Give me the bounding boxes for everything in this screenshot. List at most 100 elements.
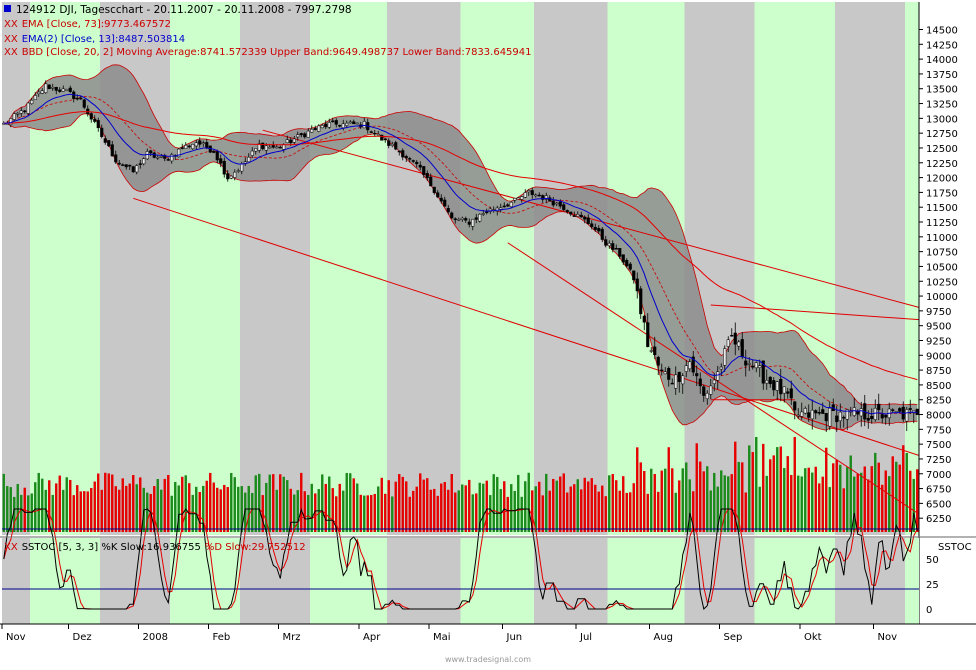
candle-body [569, 211, 573, 215]
candle-body [691, 356, 695, 373]
volume-bar [51, 494, 54, 532]
candle-body [362, 121, 366, 129]
candle-body [821, 409, 825, 414]
volume-bar [842, 488, 845, 532]
volume-bar [478, 482, 481, 532]
candle-body [656, 356, 660, 366]
volume-bar [751, 452, 754, 532]
candle-body [807, 412, 811, 418]
volume-bar [342, 490, 345, 532]
volume-bar [699, 461, 702, 532]
volume-bar [457, 490, 460, 532]
volume-bar [13, 496, 16, 532]
volume-bar [800, 476, 803, 532]
volume-bar [55, 483, 58, 532]
price-tick-label: 9250 [926, 336, 951, 347]
volume-bar [580, 489, 583, 532]
stoch-month-band [607, 538, 685, 624]
candle-body [429, 176, 433, 187]
price-tick-label: 11500 [926, 203, 958, 214]
candle-body [233, 171, 237, 178]
volume-bar [695, 443, 698, 532]
volume-bar [422, 479, 425, 532]
volume-bar [608, 475, 611, 532]
volume-bar [352, 478, 355, 532]
candle-body [632, 270, 636, 281]
candle-body [12, 113, 16, 120]
volume-bar [398, 474, 401, 532]
candle-body [432, 186, 436, 193]
candle-body [180, 147, 184, 149]
volume-bar [366, 495, 369, 532]
price-axis: 6250 6500 6750 7000 7250 7500 7750 8000 8250 8500… [918, 0, 976, 666]
candle-body [779, 378, 783, 395]
volume-bar [440, 483, 443, 532]
stoch-month-band [460, 538, 534, 624]
candle-body [100, 127, 104, 137]
candle-body [194, 142, 198, 147]
candle-body [205, 142, 209, 149]
candle-body [317, 125, 321, 132]
price-tick-label: 13000 [926, 114, 958, 125]
volume-bar [762, 443, 765, 532]
volume-bar [807, 467, 810, 532]
bbd-legend: XX BBD [Close, 20, 2] Moving Average:8741… [4, 47, 532, 58]
candle-body [593, 226, 597, 230]
candle-body [89, 113, 93, 120]
stoch-month-band [100, 538, 170, 624]
volume-bar [744, 492, 747, 532]
volume-bar [587, 481, 590, 532]
volume-bar [223, 484, 226, 532]
volume-bar [538, 481, 541, 532]
volume-bar [636, 447, 639, 532]
candle-body [695, 373, 699, 377]
candle-body [733, 332, 737, 345]
volume-bar [492, 474, 495, 532]
candle-body [880, 414, 884, 419]
ema13-remove-mark: XX [4, 34, 18, 45]
candle-body [320, 125, 324, 129]
price-tick-label: 6250 [926, 514, 951, 525]
candle-body [467, 221, 471, 225]
candle-body [348, 121, 352, 124]
candle-body [82, 99, 86, 108]
ema-lines [3, 93, 918, 415]
candle-body [705, 392, 709, 399]
volume-bar [912, 478, 915, 532]
volume-bar [902, 445, 905, 532]
volume-bar [573, 484, 576, 532]
volume-bar [510, 484, 513, 532]
stoch-d-line [3, 508, 918, 610]
volume-bar [408, 496, 411, 532]
month-band [170, 2, 240, 535]
date-tick-label: Nov [6, 632, 26, 643]
volume-bar [282, 476, 285, 532]
volume-bar [646, 493, 649, 532]
candle-body [747, 363, 751, 365]
candle-body [516, 197, 520, 200]
price-tick-label: 10250 [926, 277, 958, 288]
stoch-legend: XX SSTOC [5, 3, 3] %K Slow:16.936755 %D Sl… [4, 542, 306, 553]
candle-body [523, 192, 527, 198]
candle-body [719, 366, 723, 370]
candle-body [772, 380, 776, 391]
candle-body [243, 161, 247, 164]
price-tick-label: 13500 [926, 85, 958, 96]
volume-bar [321, 474, 324, 532]
candle-body [443, 199, 447, 207]
candle-body [562, 204, 566, 211]
trendline [262, 129, 921, 309]
volume-bar [709, 490, 712, 532]
volume-bar [909, 470, 912, 532]
volume-bar [251, 492, 254, 532]
stoch-month-band [310, 538, 387, 624]
volume-bar [219, 489, 222, 532]
candle-body [275, 146, 279, 149]
candle-body [436, 192, 440, 198]
price-tick-label: 12500 [926, 144, 958, 155]
volume-bar [454, 492, 457, 532]
stochastic-panel [2, 507, 919, 624]
candle-body [278, 146, 282, 149]
volume-bar [832, 463, 835, 532]
ema73-legend: XX EMA [Close, 73]:9773.467572 [4, 19, 171, 30]
